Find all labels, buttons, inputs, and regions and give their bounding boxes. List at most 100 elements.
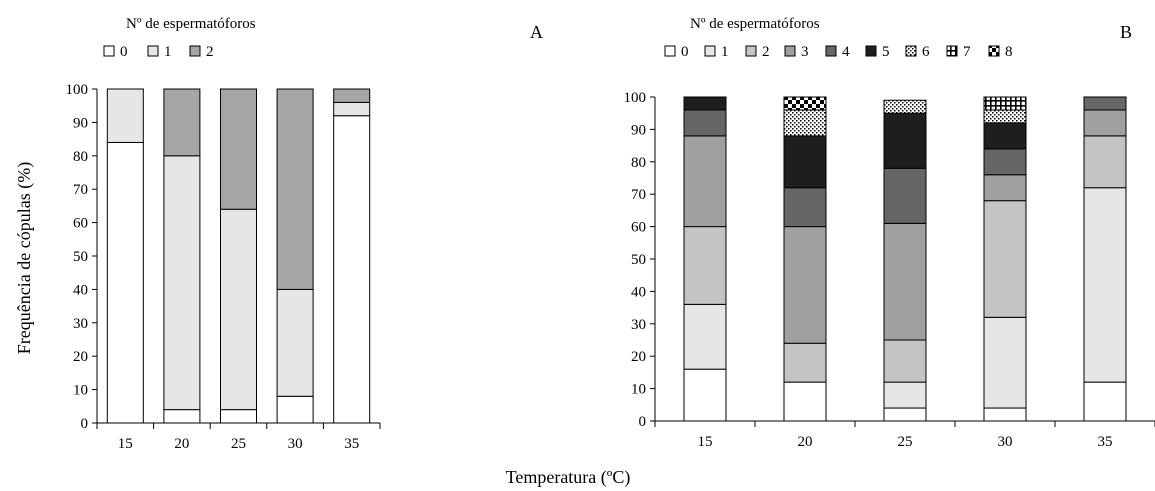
legend-swatch-2 — [745, 45, 757, 57]
y-tick-label: 30 — [73, 316, 88, 332]
y-tick-label: 90 — [631, 122, 646, 138]
bar-segment-7-30 — [983, 96, 1027, 111]
bar-segment-3-25 — [883, 222, 927, 341]
bar-segment-8-20 — [783, 96, 827, 111]
y-tick-label: 10 — [631, 382, 646, 398]
bar-segment-6-25 — [883, 99, 927, 114]
y-tick-label: 40 — [73, 282, 88, 298]
shared-x-axis-label: Temperatura (ºC) — [506, 467, 631, 488]
legend-swatch-3 — [784, 45, 796, 57]
bar-segment-4-20 — [783, 187, 827, 228]
x-tick-label: 35 — [1098, 434, 1113, 450]
bar-segment-2-30 — [276, 88, 314, 290]
bar-segment-0-25 — [883, 407, 927, 422]
legend-label-7: 7 — [963, 44, 971, 60]
x-tick-label: 15 — [118, 436, 133, 452]
bar-segment-2-25 — [883, 339, 927, 383]
bar-segment-0-35 — [333, 115, 371, 424]
legend-label-1: 1 — [164, 44, 172, 60]
bar-segment-1-20 — [163, 155, 201, 411]
y-tick-label: 80 — [73, 149, 88, 165]
bar-segment-3-20 — [783, 226, 827, 344]
legend-swatch-6 — [905, 45, 917, 57]
y-tick-label: 90 — [73, 115, 88, 131]
y-tick-label: 50 — [631, 252, 646, 268]
legend-label-8: 8 — [1005, 44, 1013, 60]
panel-label: A — [530, 22, 543, 42]
legend-label-0: 0 — [681, 44, 689, 60]
bar-segment-2-30 — [983, 200, 1027, 318]
bar-segment-1-25 — [220, 208, 257, 411]
bar-segment-1-25 — [883, 381, 927, 409]
legend-title: Nº de espermatóforos — [690, 16, 820, 32]
legend-label-6: 6 — [922, 44, 930, 60]
bar-segment-1-30 — [983, 316, 1027, 409]
y-tick-label: 70 — [73, 182, 88, 198]
y-tick-label: 0 — [639, 414, 647, 430]
bar-segment-2-20 — [783, 342, 827, 383]
x-tick-label: 30 — [288, 436, 303, 452]
y-tick-label: 40 — [631, 284, 646, 300]
bar-segment-0-35 — [1083, 381, 1127, 422]
y-tick-label: 20 — [631, 349, 646, 365]
legend-label-4: 4 — [842, 44, 850, 60]
bar-segment-2-20 — [163, 88, 201, 157]
bar-segment-1-15 — [683, 303, 727, 370]
bar-segment-3-35 — [1083, 109, 1127, 137]
legend-swatch-5 — [865, 45, 877, 57]
x-tick-label: 30 — [998, 434, 1013, 450]
legend-label-2: 2 — [206, 44, 214, 60]
bar-segment-0-25 — [220, 409, 257, 424]
bar-segment-4-15 — [683, 109, 727, 137]
legend-swatch-2 — [189, 45, 201, 57]
bar-segment-5-15 — [683, 96, 727, 111]
bar-segment-4-35 — [1083, 96, 1127, 111]
bar-segment-0-20 — [163, 409, 201, 424]
bar-segment-2-25 — [220, 88, 257, 210]
y-tick-label: 100 — [624, 90, 647, 106]
legend-swatch-1 — [704, 45, 716, 57]
bar-segment-0-15 — [106, 141, 144, 424]
y-tick-label: 70 — [631, 187, 646, 203]
bar-segment-6-20 — [783, 109, 827, 137]
bar-segment-1-30 — [276, 288, 314, 397]
x-tick-label: 20 — [798, 434, 813, 450]
y-tick-label: 60 — [631, 220, 646, 236]
legend-swatch-0 — [664, 45, 676, 57]
bar-segment-5-25 — [883, 112, 927, 169]
bar-segment-2-35 — [333, 88, 371, 103]
bar-segment-0-20 — [783, 381, 827, 422]
bar-segment-1-35 — [333, 101, 371, 117]
legend-label-5: 5 — [882, 44, 890, 60]
bar-segment-5-20 — [783, 135, 827, 189]
y-tick-label: 30 — [631, 317, 646, 333]
panel-label: B — [1120, 22, 1132, 42]
y-tick-label: 10 — [73, 383, 88, 399]
bar-segment-3-30 — [983, 174, 1027, 202]
y-tick-label: 20 — [73, 349, 88, 365]
legend-label-3: 3 — [801, 44, 809, 60]
bar-segment-4-30 — [983, 148, 1027, 176]
y-tick-label: 0 — [81, 416, 89, 432]
legend-title: Nº de espermatóforos — [126, 16, 256, 32]
legend-swatch-4 — [825, 45, 837, 57]
bar-segment-0-15 — [683, 368, 727, 422]
legend-swatch-1 — [147, 45, 159, 57]
y-tick-label: 60 — [73, 216, 88, 232]
legend-label-0: 0 — [120, 44, 128, 60]
bar-segment-2-15 — [683, 226, 727, 305]
legend-label-1: 1 — [721, 44, 729, 60]
x-tick-label: 35 — [344, 436, 359, 452]
y-tick-label: 80 — [631, 155, 646, 171]
legend-swatch-7 — [946, 45, 958, 57]
bar-segment-2-35 — [1083, 135, 1127, 189]
bar-segment-1-35 — [1083, 187, 1127, 383]
x-tick-label: 25 — [898, 434, 913, 450]
x-tick-label: 20 — [174, 436, 189, 452]
bar-segment-0-30 — [276, 395, 314, 424]
bar-segment-0-30 — [983, 407, 1027, 422]
bar-segment-5-30 — [983, 122, 1027, 150]
y-tick-label: 50 — [73, 249, 88, 265]
shared-y-axis-label: Frequência de cópulas (%) — [14, 162, 35, 354]
